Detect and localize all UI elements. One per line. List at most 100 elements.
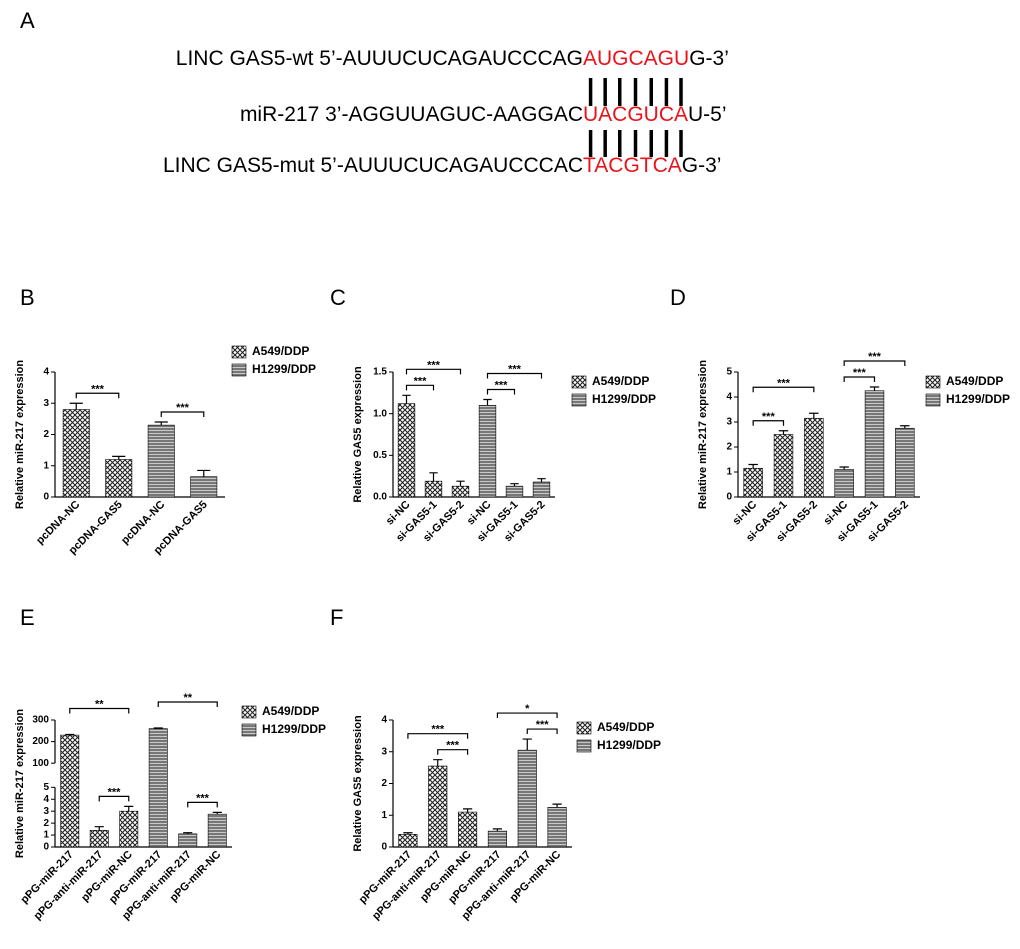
bar — [532, 481, 551, 498]
y-tick-label: 3 — [43, 398, 49, 409]
significance-label: *** — [868, 351, 882, 363]
bar — [89, 829, 109, 848]
sequence-prefix: LINC GAS5-mut 5’-AUUUCUCAGAUCCCAC — [163, 154, 583, 177]
error-bar — [483, 398, 492, 406]
bar — [207, 813, 227, 848]
significance-label: *** — [414, 375, 428, 387]
y-tick-label: 1 — [726, 467, 732, 478]
y-tick-label: 5 — [43, 782, 49, 793]
y-axis-title: Relative miR-217 expression — [697, 360, 709, 509]
y-tick-label: 3 — [43, 806, 49, 817]
y-tick-label: 2 — [43, 429, 49, 440]
significance-bracket — [405, 384, 435, 391]
bar — [487, 830, 507, 848]
significance-label: *** — [762, 411, 776, 423]
error-bar — [778, 430, 789, 435]
significance-label: ** — [183, 692, 192, 704]
bar — [864, 390, 885, 498]
significance-label: ** — [95, 698, 104, 710]
significance-bracket — [526, 728, 558, 735]
significance-bracket — [157, 701, 218, 707]
error-bar — [748, 463, 758, 469]
y-tick-label: 200 — [32, 736, 49, 747]
bar — [397, 403, 416, 498]
significance-bracket — [187, 801, 218, 808]
y-tick-label: 2 — [43, 818, 49, 829]
y-tick-label: 1 — [43, 460, 49, 471]
bar — [458, 811, 478, 848]
legend-swatch — [241, 705, 257, 719]
bar — [60, 734, 80, 848]
panel-label: C — [330, 285, 346, 310]
bar — [505, 485, 524, 498]
error-bar — [522, 738, 532, 751]
y-tick-label: 4 — [726, 392, 732, 403]
bar — [428, 765, 448, 848]
legend-label: H1299/DDP — [597, 738, 661, 752]
error-bar — [429, 472, 438, 482]
bar — [105, 459, 133, 498]
sequence-suffix: U-5’ — [688, 103, 727, 126]
sequence-suffix: G-3’ — [682, 154, 722, 177]
significance-bracket — [752, 420, 785, 426]
significance-label: *** — [431, 724, 445, 736]
sequence-prefix: LINC GAS5-wt 5’-AUUUCUCAGAUCCCAG — [176, 47, 583, 70]
significance-label: *** — [853, 367, 867, 379]
significance-label: *** — [91, 383, 105, 395]
y-tick-label: 4 — [381, 715, 387, 726]
sequence-prefix: miR-217 3’-AGGUUAGUC-AAGGAC — [240, 103, 583, 126]
y-tick-label: 100 — [32, 758, 49, 769]
y-tick-label: 4 — [43, 794, 49, 805]
legend-swatch — [231, 345, 247, 359]
significance-label: *** — [427, 359, 441, 371]
significance-label: *** — [777, 377, 791, 389]
significance-bracket — [486, 372, 543, 379]
panel-label: B — [20, 285, 35, 310]
error-bar — [839, 466, 849, 470]
x-tick-label: si-NC — [730, 499, 759, 528]
sequence-match: AUGCAGU — [583, 47, 689, 70]
legend-swatch — [576, 739, 592, 753]
significance-label: *** — [108, 786, 122, 798]
significance-label: *** — [536, 719, 550, 731]
significance-bracket — [69, 707, 130, 714]
error-bar — [537, 478, 546, 482]
significance-bracket — [437, 749, 469, 755]
significance-bracket — [843, 376, 876, 382]
legend-swatch — [925, 375, 941, 389]
sequence-suffix: G-3’ — [689, 47, 729, 70]
legend-label: H1299/DDP — [592, 392, 656, 406]
legend-label: H1299/DDP — [252, 362, 316, 376]
error-bar — [552, 803, 562, 808]
y-tick-label: 1.5 — [373, 367, 387, 378]
error-bar — [402, 394, 411, 404]
y-tick-label: 2 — [381, 778, 387, 789]
significance-label: * — [525, 703, 530, 715]
bar — [834, 469, 854, 498]
panel-label: D — [670, 285, 686, 310]
error-bar — [869, 386, 880, 391]
bar — [424, 480, 443, 498]
legend-label: H1299/DDP — [946, 392, 1010, 406]
y-tick-label: 0 — [43, 842, 49, 853]
legend-label: H1299/DDP — [262, 722, 326, 736]
significance-bracket — [407, 733, 469, 739]
legend-swatch — [576, 721, 592, 735]
bar — [895, 427, 915, 498]
bar — [451, 485, 470, 498]
error-bar — [112, 455, 126, 460]
significance-bracket — [752, 386, 815, 393]
legend-swatch — [571, 375, 587, 389]
sequence-match: TACGTCA — [583, 154, 682, 177]
y-tick-label: 0 — [43, 492, 49, 503]
y-tick-label: 1.0 — [373, 408, 387, 419]
error-bar — [403, 832, 413, 835]
error-bar — [456, 480, 465, 487]
bar — [547, 807, 567, 848]
error-bar — [94, 826, 104, 831]
y-tick-label: 0 — [381, 842, 387, 853]
error-bar — [433, 759, 443, 767]
y-tick-label: 5 — [726, 367, 732, 378]
bar — [147, 424, 175, 498]
